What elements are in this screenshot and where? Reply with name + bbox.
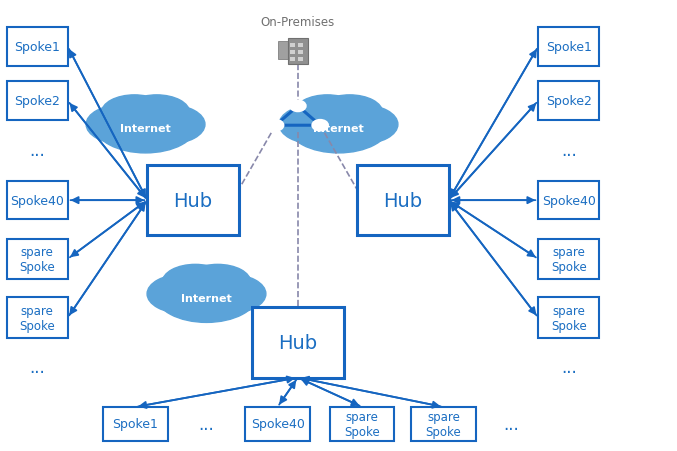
Ellipse shape: [193, 275, 266, 314]
Bar: [290, 51, 295, 55]
Ellipse shape: [279, 106, 352, 145]
Text: spare
Spoke: spare Spoke: [345, 410, 380, 438]
Text: spare
Spoke: spare Spoke: [551, 245, 586, 273]
FancyBboxPatch shape: [7, 298, 68, 338]
FancyBboxPatch shape: [538, 298, 599, 338]
Bar: [278, 42, 289, 60]
Circle shape: [313, 121, 328, 131]
FancyBboxPatch shape: [147, 166, 238, 235]
Text: Spoke40: Spoke40: [10, 194, 64, 207]
Circle shape: [290, 102, 305, 112]
Ellipse shape: [156, 268, 257, 323]
Text: ...: ...: [503, 415, 519, 433]
Ellipse shape: [288, 99, 389, 153]
Bar: [288, 39, 308, 65]
Bar: [290, 58, 295, 62]
Ellipse shape: [95, 99, 196, 153]
Text: Internet: Internet: [121, 124, 171, 134]
FancyBboxPatch shape: [538, 82, 599, 120]
Bar: [298, 51, 303, 55]
Text: spare
Spoke: spare Spoke: [551, 304, 586, 332]
FancyBboxPatch shape: [245, 407, 309, 441]
Ellipse shape: [317, 96, 383, 131]
Ellipse shape: [325, 106, 398, 145]
Ellipse shape: [185, 265, 250, 300]
Ellipse shape: [86, 106, 159, 145]
Text: Internet: Internet: [313, 124, 364, 134]
Text: Spoke40: Spoke40: [542, 194, 596, 207]
Ellipse shape: [124, 96, 190, 131]
Bar: [290, 44, 295, 48]
FancyBboxPatch shape: [330, 407, 394, 441]
Text: Hub: Hub: [278, 333, 318, 352]
Text: Spoke2: Spoke2: [546, 95, 592, 108]
FancyBboxPatch shape: [412, 407, 475, 441]
Text: Spoke1: Spoke1: [112, 418, 158, 430]
FancyBboxPatch shape: [357, 166, 448, 235]
Text: ...: ...: [198, 415, 215, 433]
Text: ...: ...: [561, 142, 577, 160]
Bar: [298, 58, 303, 62]
Ellipse shape: [132, 106, 205, 145]
Text: Hub: Hub: [383, 191, 422, 210]
FancyBboxPatch shape: [7, 181, 68, 220]
FancyBboxPatch shape: [7, 239, 68, 280]
FancyBboxPatch shape: [538, 239, 599, 280]
Text: Spoke2: Spoke2: [14, 95, 60, 108]
Text: ...: ...: [29, 142, 45, 160]
Text: Internet: Internet: [181, 293, 232, 303]
Text: ...: ...: [29, 359, 45, 377]
Ellipse shape: [162, 265, 228, 300]
Bar: [298, 44, 303, 48]
FancyBboxPatch shape: [7, 82, 68, 120]
Circle shape: [268, 121, 283, 131]
FancyBboxPatch shape: [538, 28, 599, 66]
FancyBboxPatch shape: [252, 308, 344, 378]
Text: ...: ...: [561, 359, 577, 377]
Text: Spoke1: Spoke1: [546, 41, 592, 54]
FancyBboxPatch shape: [7, 28, 68, 66]
Ellipse shape: [294, 96, 360, 131]
Text: spare
Spoke: spare Spoke: [426, 410, 461, 438]
FancyBboxPatch shape: [103, 407, 167, 441]
Text: Hub: Hub: [173, 191, 213, 210]
Text: spare
Spoke: spare Spoke: [20, 245, 55, 273]
Text: Spoke40: Spoke40: [250, 418, 305, 430]
Ellipse shape: [102, 96, 167, 131]
Text: Spoke1: Spoke1: [14, 41, 60, 54]
FancyBboxPatch shape: [538, 181, 599, 220]
Text: spare
Spoke: spare Spoke: [20, 304, 55, 332]
Ellipse shape: [147, 275, 220, 314]
Text: On-Premises: On-Premises: [261, 16, 335, 29]
